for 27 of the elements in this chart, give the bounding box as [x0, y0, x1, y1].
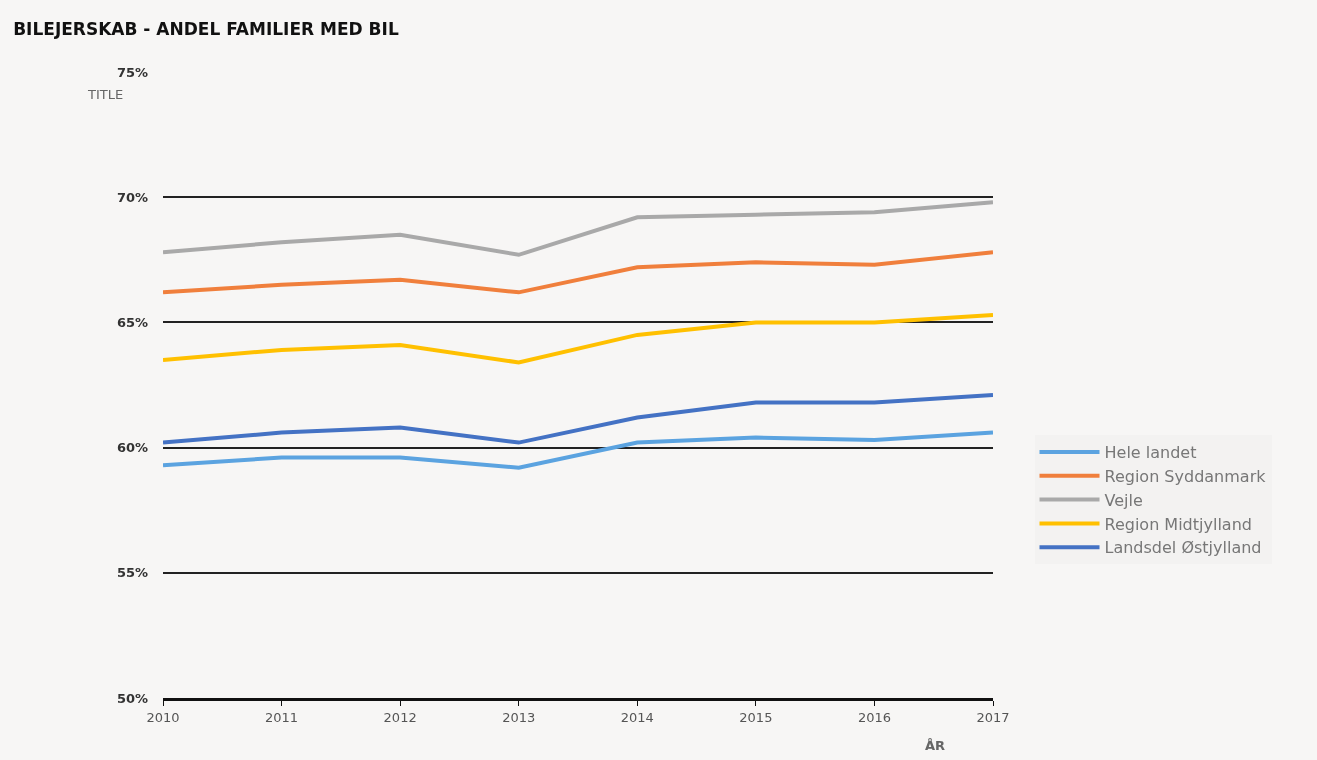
- line-series: [163, 393, 993, 445]
- legend-label: Region Syddanmark: [1104, 467, 1267, 487]
- legend-label: Hele landet: [1104, 443, 1197, 463]
- legend-label: Landsdel Østjylland: [1104, 538, 1262, 558]
- line-series: [163, 312, 993, 365]
- y-tick-label: 75%: [116, 64, 148, 80]
- x-tick-label: 2014: [620, 709, 654, 725]
- x-tick-label: 2011: [265, 709, 299, 725]
- x-axis-title: ÅR: [925, 738, 946, 753]
- y-axis-title: TITLE: [87, 87, 124, 102]
- y-tick-label: 50%: [116, 690, 148, 706]
- x-tick-label: 2017: [976, 709, 1010, 725]
- y-tick-label: 65%: [116, 314, 148, 330]
- y-tick-label: 70%: [116, 189, 148, 205]
- chart-title: BILEJERSKAB - ANDEL FAMILIER MED BIL: [13, 18, 399, 39]
- x-tick-label: 2013: [502, 709, 536, 725]
- x-tick-label: 2012: [383, 709, 417, 725]
- x-tick-label: 2016: [857, 709, 891, 725]
- legend-label: Vejle: [1104, 490, 1143, 510]
- y-tick-label: 60%: [116, 440, 148, 456]
- legend-label: Region Midtjylland: [1104, 514, 1252, 534]
- y-tick-label: 55%: [116, 565, 148, 581]
- line-series: [163, 430, 993, 470]
- line-series: [163, 250, 993, 295]
- x-tick-label: 2010: [146, 709, 180, 725]
- line-series: [163, 200, 993, 257]
- x-tick-label: 2015: [739, 709, 773, 725]
